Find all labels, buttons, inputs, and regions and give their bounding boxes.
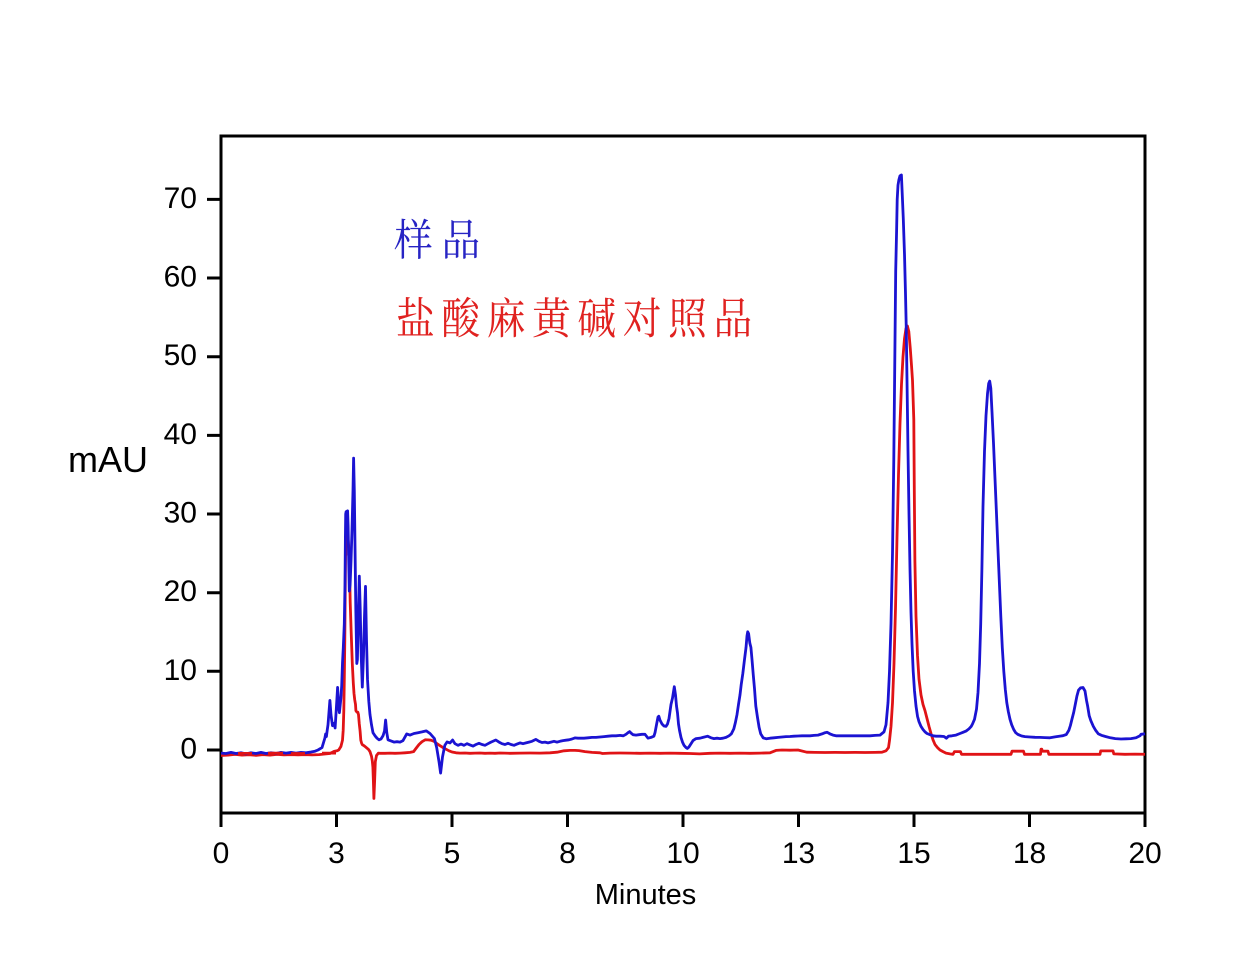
svg-text:5: 5 (444, 837, 461, 870)
svg-text:mAU: mAU (68, 439, 148, 480)
svg-text:30: 30 (164, 497, 197, 530)
svg-text:10: 10 (164, 654, 197, 687)
svg-text:15: 15 (897, 837, 930, 870)
svg-text:20: 20 (164, 575, 197, 608)
svg-text:8: 8 (559, 837, 576, 870)
svg-text:70: 70 (164, 182, 197, 215)
svg-text:10: 10 (666, 837, 699, 870)
svg-text:60: 60 (164, 261, 197, 294)
svg-text:40: 40 (164, 418, 197, 451)
svg-text:0: 0 (213, 837, 230, 870)
svg-text:20: 20 (1128, 837, 1161, 870)
svg-text:18: 18 (1013, 837, 1046, 870)
svg-text:0: 0 (180, 733, 197, 766)
svg-text:Minutes: Minutes (595, 879, 697, 911)
svg-text:13: 13 (782, 837, 815, 870)
svg-text:50: 50 (164, 339, 197, 372)
svg-text:3: 3 (328, 837, 345, 870)
